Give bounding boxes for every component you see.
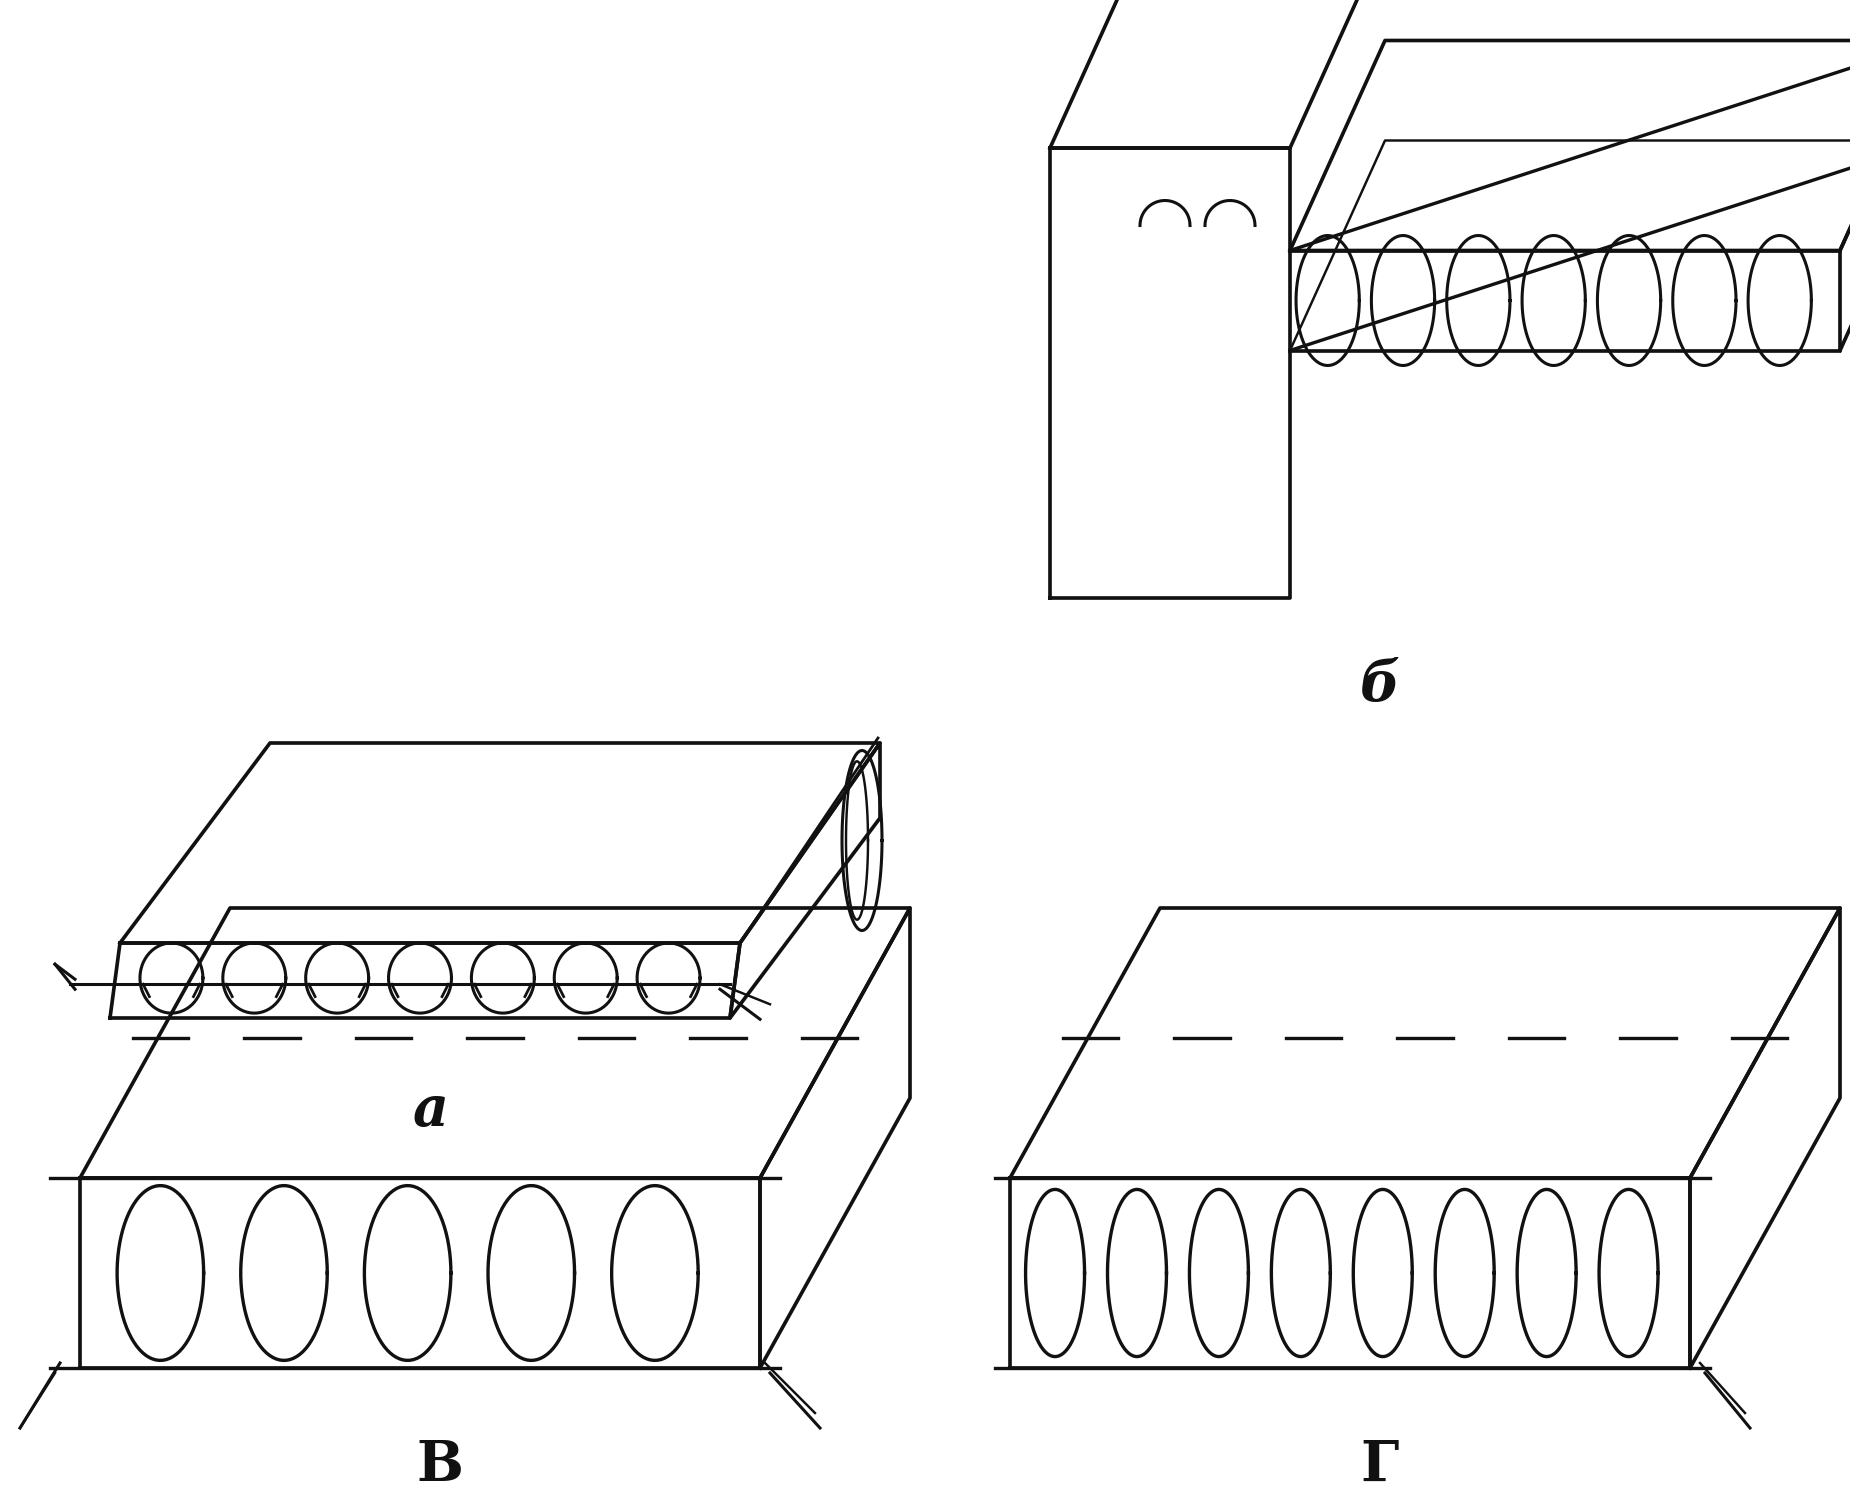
Text: В: В bbox=[416, 1438, 464, 1494]
Text: a: a bbox=[413, 1083, 448, 1138]
Text: Г: Г bbox=[1362, 1438, 1399, 1494]
Text: б: б bbox=[1360, 658, 1400, 713]
